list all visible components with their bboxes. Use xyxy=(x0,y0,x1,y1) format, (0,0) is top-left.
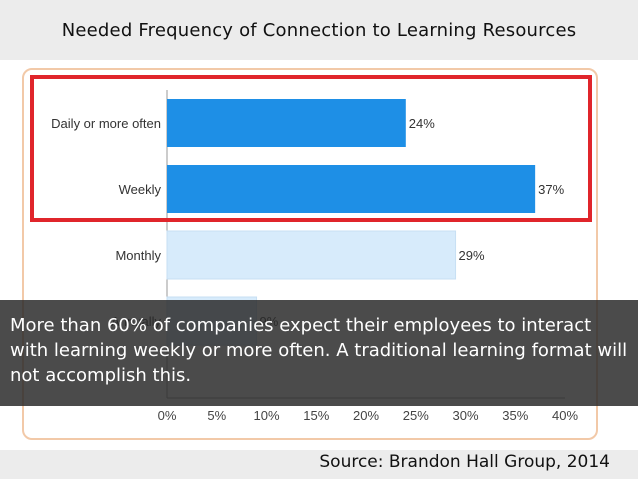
x-tick-label: 40% xyxy=(552,408,578,423)
x-tick-label: 35% xyxy=(502,408,528,423)
slide-title: Needed Frequency of Connection to Learni… xyxy=(61,19,577,41)
value-label-monthly: 29% xyxy=(459,248,485,263)
bar-daily-or-more-often xyxy=(167,99,406,147)
chart-frame xyxy=(22,68,598,440)
category-label-weekly: Weekly xyxy=(119,182,162,197)
x-tick-label: 30% xyxy=(452,408,478,423)
x-tick-label: 0% xyxy=(158,408,177,423)
bar-monthly xyxy=(166,230,457,280)
callout-text: More than 60% of companies expect their … xyxy=(10,315,628,386)
x-tick-label: 25% xyxy=(403,408,429,423)
callout-box: More than 60% of companies expect their … xyxy=(0,300,638,406)
source-bar: Source: Brandon Hall Group, 2014 xyxy=(0,450,638,479)
source-text: Source: Brandon Hall Group, 2014 xyxy=(319,452,610,472)
category-label-monthly: Monthly xyxy=(115,248,161,263)
value-label-weekly: 37% xyxy=(538,182,564,197)
x-tick-label: 10% xyxy=(253,408,279,423)
x-tick-label: 5% xyxy=(207,408,226,423)
category-label-daily-or-more-often: Daily or more often xyxy=(51,116,161,131)
bar-weekly xyxy=(167,165,536,213)
highlight-box xyxy=(30,75,592,222)
title-bar: Needed Frequency of Connection to Learni… xyxy=(0,0,638,60)
x-tick-label: 15% xyxy=(303,408,329,423)
value-label-daily-or-more-often: 24% xyxy=(409,116,435,131)
x-tick-label: 20% xyxy=(353,408,379,423)
